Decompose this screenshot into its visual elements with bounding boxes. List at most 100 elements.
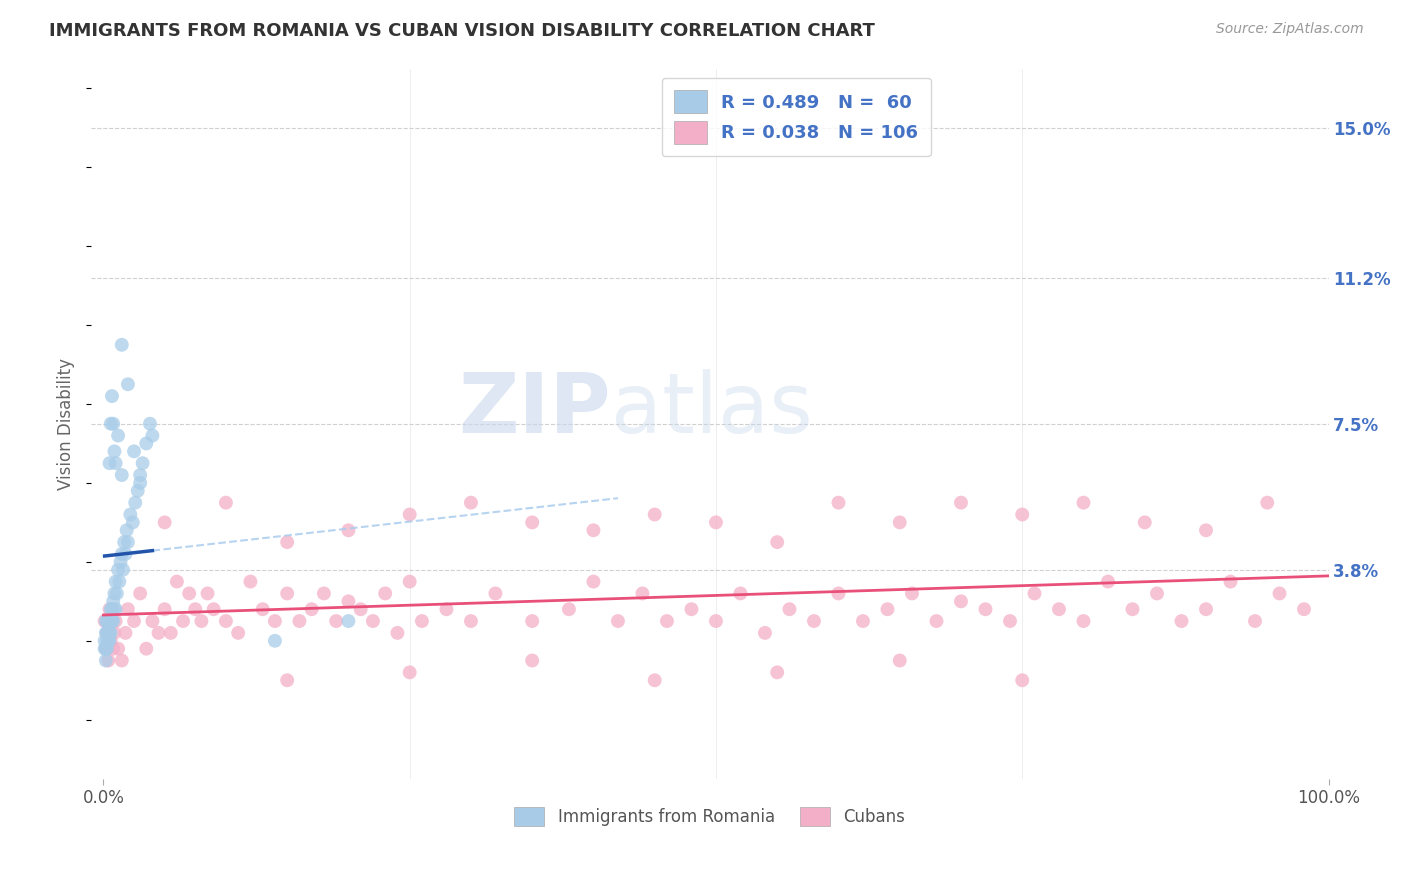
Point [93,633,115,648]
Point [1011,508,1033,522]
Point [98,626,121,640]
Point [215,496,238,510]
Point [96,626,118,640]
Point [484,586,506,600]
Point [827,586,849,600]
Point [631,586,654,600]
Point [96,641,118,656]
Point [114,626,136,640]
Point [97,626,120,640]
Point [803,614,825,628]
Point [117,602,139,616]
Point [754,626,776,640]
Point [655,614,678,628]
Point [117,535,139,549]
Point [827,496,849,510]
Point [101,389,124,403]
Point [276,535,298,549]
Point [301,602,323,616]
Point [111,563,134,577]
Point [436,602,458,616]
Point [103,602,125,616]
Point [889,653,911,667]
Point [949,496,972,510]
Point [184,602,207,616]
Point [100,614,122,628]
Point [190,614,212,628]
Point [153,602,176,616]
Point [582,574,605,589]
Point [127,483,149,498]
Point [112,535,135,549]
Point [94,653,117,667]
Point [129,586,152,600]
Point [361,614,384,628]
Point [387,626,409,640]
Point [778,602,800,616]
Text: Source: ZipAtlas.com: Source: ZipAtlas.com [1216,22,1364,37]
Legend: Immigrants from Romania, Cubans: Immigrants from Romania, Cubans [506,798,914,835]
Point [252,602,274,616]
Point [704,516,727,530]
Point [215,614,238,628]
Point [103,614,125,628]
Point [94,641,117,656]
Point [337,614,360,628]
Point [312,586,335,600]
Point [141,614,163,628]
Point [107,641,129,656]
Point [644,508,666,522]
Point [1256,496,1278,510]
Point [730,586,752,600]
Point [108,574,131,589]
Point [121,516,143,530]
Text: ZIP: ZIP [458,369,610,450]
Point [558,602,581,616]
Point [337,523,360,537]
Point [135,641,157,656]
Point [104,574,127,589]
Point [460,614,482,628]
Point [104,602,127,616]
Point [925,614,948,628]
Point [159,626,181,640]
Point [98,633,121,648]
Point [98,602,121,616]
Point [96,614,118,628]
Point [766,665,789,680]
Point [1011,673,1033,688]
Point [607,614,630,628]
Point [135,436,157,450]
Point [111,468,134,483]
Point [264,614,287,628]
Point [704,614,727,628]
Point [1195,602,1218,616]
Point [239,574,262,589]
Point [197,586,219,600]
Point [111,338,134,352]
Point [179,586,201,600]
Point [103,626,125,640]
Point [1024,586,1046,600]
Text: IMMIGRANTS FROM ROMANIA VS CUBAN VISION DISABILITY CORRELATION CHART: IMMIGRANTS FROM ROMANIA VS CUBAN VISION … [49,22,875,40]
Point [276,673,298,688]
Text: atlas: atlas [610,369,813,450]
Point [398,665,420,680]
Point [876,602,898,616]
Point [100,633,122,648]
Point [325,614,347,628]
Point [202,602,225,616]
Point [115,523,138,537]
Point [998,614,1021,628]
Point [122,444,145,458]
Point [226,626,249,640]
Point [104,456,127,470]
Point [104,614,127,628]
Point [97,633,120,648]
Point [101,614,124,628]
Point [398,508,420,522]
Point [141,428,163,442]
Y-axis label: Vision Disability: Vision Disability [58,358,75,490]
Point [122,614,145,628]
Point [111,547,134,561]
